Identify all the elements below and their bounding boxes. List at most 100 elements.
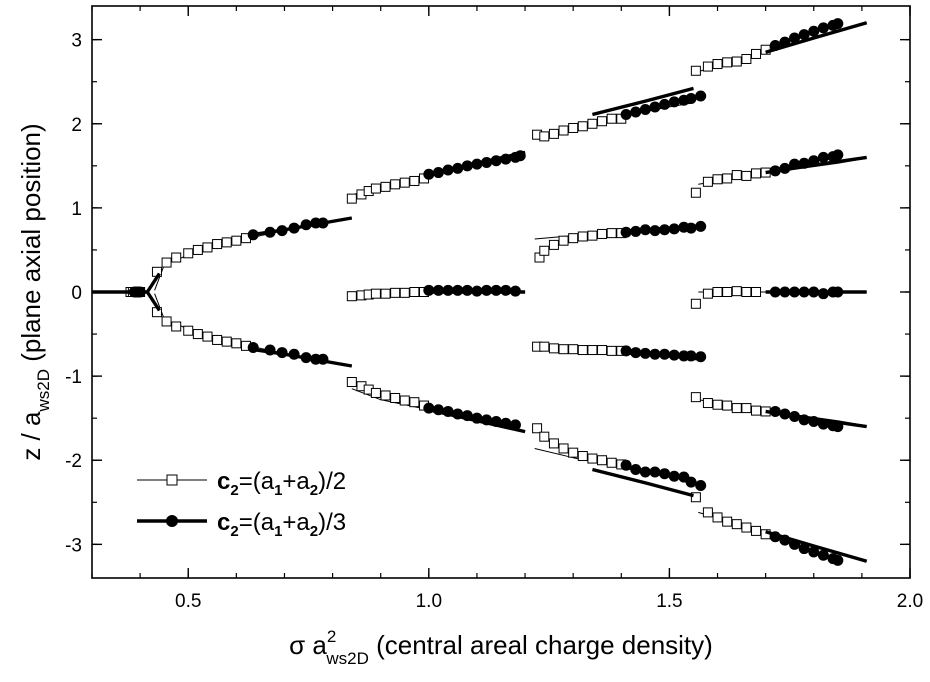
legend: c2=(a1+a2)/2 c2=(a1+a2)/3	[137, 468, 346, 540]
data-point-filled-circle	[490, 155, 502, 167]
data-point-open-square	[702, 61, 713, 72]
data-point-open-square	[370, 387, 381, 398]
data-point-open-square	[171, 321, 182, 332]
data-point-open-square	[399, 287, 410, 298]
data-point-open-square	[548, 343, 559, 354]
data-point-filled-circle	[471, 285, 483, 297]
data-point-filled-circle	[461, 284, 473, 296]
data-point-filled-circle	[452, 284, 464, 296]
data-point-open-square	[370, 288, 381, 299]
data-point-open-square	[539, 245, 550, 256]
data-point-filled-circle	[817, 549, 829, 561]
data-point-open-square	[731, 403, 742, 414]
data-point-filled-circle	[442, 164, 454, 176]
data-point-filled-circle	[317, 217, 329, 229]
data-point-filled-circle	[264, 344, 276, 356]
data-point-filled-circle	[817, 22, 829, 34]
data-point-filled-circle	[490, 416, 502, 428]
data-point-filled-circle	[432, 167, 444, 179]
data-point-open-square	[399, 177, 410, 188]
series-line-segment	[591, 86, 694, 117]
data-point-open-square	[548, 128, 559, 139]
data-point-filled-circle	[471, 158, 483, 170]
data-point-open-square	[532, 423, 543, 434]
data-point-open-square	[712, 512, 723, 523]
data-point-filled-circle	[769, 405, 781, 417]
data-point-open-square	[690, 65, 701, 76]
data-point-filled-circle	[832, 149, 844, 161]
data-point-open-square	[409, 175, 420, 186]
data-point-open-square	[192, 244, 203, 255]
data-point-open-square	[597, 116, 608, 127]
data-point-filled-circle	[659, 348, 671, 360]
y-tick-label: -1	[65, 367, 82, 388]
data-point-open-square	[597, 228, 608, 239]
data-point-open-square	[751, 405, 762, 416]
data-point-filled-circle	[685, 350, 697, 362]
data-point-open-square	[597, 345, 608, 356]
data-point-filled-circle	[649, 101, 661, 113]
data-point-open-square	[370, 183, 381, 194]
data-point-open-square	[702, 398, 713, 409]
data-point-filled-circle	[798, 414, 810, 426]
data-point-open-square	[731, 286, 742, 297]
data-point-filled-circle	[300, 219, 312, 231]
data-point-filled-circle	[798, 157, 810, 169]
data-point-open-square	[380, 390, 391, 401]
data-point-open-square	[587, 345, 598, 356]
data-point-open-square	[597, 455, 608, 466]
y-tick-label: 2	[71, 115, 82, 136]
data-point-filled-circle	[769, 531, 781, 543]
data-point-filled-circle	[779, 162, 791, 174]
data-point-open-square	[741, 287, 752, 297]
data-point-filled-circle	[276, 347, 288, 359]
data-point-filled-circle	[288, 348, 300, 360]
data-point-filled-circle	[461, 160, 473, 172]
data-point-filled-circle	[317, 353, 329, 365]
data-point-open-square	[212, 239, 223, 250]
data-point-open-square	[346, 193, 357, 204]
data-point-open-square	[171, 252, 182, 263]
data-point-filled-circle	[264, 226, 276, 238]
data-point-filled-circle	[288, 222, 300, 234]
data-point-open-square	[577, 451, 588, 462]
data-point-filled-circle	[659, 224, 671, 236]
data-point-open-square	[202, 331, 213, 342]
marks-layer	[92, 18, 868, 566]
data-point-open-square	[183, 325, 194, 336]
data-point-filled-circle	[808, 546, 820, 558]
data-point-filled-circle	[134, 286, 146, 298]
data-point-open-square	[587, 453, 598, 464]
x-tick-label: 0.5	[175, 591, 201, 612]
data-point-filled-circle	[481, 284, 493, 296]
data-point-filled-circle	[300, 352, 312, 364]
data-point-filled-circle	[668, 470, 680, 482]
data-point-open-square	[202, 242, 213, 253]
data-point-filled-circle	[509, 285, 521, 297]
data-point-filled-circle	[832, 286, 844, 298]
data-point-filled-circle	[695, 351, 707, 363]
data-point-filled-circle	[798, 286, 810, 298]
data-point-filled-circle	[779, 408, 791, 420]
data-point-open-square	[702, 507, 713, 518]
data-point-open-square	[390, 287, 401, 298]
data-point-filled-circle	[452, 162, 464, 174]
data-point-open-square	[390, 392, 401, 403]
data-point-filled-circle	[695, 90, 707, 102]
data-point-open-square	[539, 131, 550, 142]
data-point-open-square	[568, 233, 579, 244]
data-point-open-square	[558, 125, 569, 136]
data-point-open-square	[221, 237, 232, 248]
data-point-filled-circle	[461, 410, 473, 422]
data-point-filled-circle	[659, 98, 671, 110]
data-point-filled-circle	[789, 32, 801, 44]
data-point-filled-circle	[685, 93, 697, 105]
data-point-open-square	[751, 168, 762, 179]
data-point-filled-circle	[659, 468, 671, 480]
data-point-open-square	[409, 287, 420, 297]
data-point-open-square	[212, 334, 223, 345]
data-point-open-square	[539, 431, 550, 442]
data-point-filled-circle	[808, 416, 820, 428]
data-point-open-square	[390, 179, 401, 190]
data-point-open-square	[221, 336, 232, 347]
